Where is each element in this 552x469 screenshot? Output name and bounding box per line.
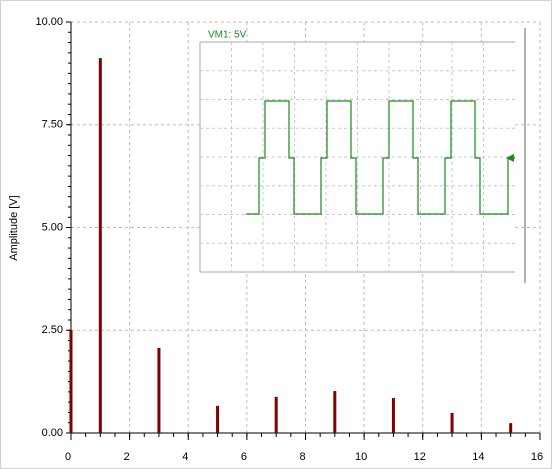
y-tick-label: 5.00 bbox=[42, 221, 63, 233]
bar bbox=[333, 391, 337, 433]
bar bbox=[509, 423, 513, 433]
x-tick-label: 6 bbox=[241, 451, 247, 463]
x-tick-label: 2 bbox=[124, 451, 130, 463]
x-tick-label: 8 bbox=[299, 451, 305, 463]
x-tick-label: 4 bbox=[182, 451, 188, 463]
y-tick-label: 10.00 bbox=[35, 16, 63, 28]
x-tick-label: 16 bbox=[531, 451, 543, 463]
bar bbox=[274, 396, 278, 433]
y-tick-label: 7.50 bbox=[42, 119, 63, 131]
inset-scope: VM1: 5V bbox=[199, 28, 526, 283]
x-tick-label: 0 bbox=[65, 451, 71, 463]
bar bbox=[69, 330, 73, 433]
bar bbox=[98, 58, 102, 433]
inset-label: VM1: 5V bbox=[208, 30, 247, 41]
bar bbox=[391, 398, 395, 433]
bar bbox=[216, 405, 220, 433]
marker bbox=[506, 154, 514, 162]
y-tick-label: 0.00 bbox=[42, 427, 63, 439]
bar bbox=[157, 347, 161, 433]
x-tick-label: 14 bbox=[472, 451, 484, 463]
x-tick-label: 10 bbox=[355, 451, 367, 463]
bar bbox=[450, 412, 454, 433]
y-axis-label: Amplitude [V] bbox=[8, 195, 20, 260]
y-tick-label: 2.50 bbox=[42, 324, 63, 336]
x-tick-label: 12 bbox=[414, 451, 426, 463]
waveform bbox=[246, 100, 515, 215]
